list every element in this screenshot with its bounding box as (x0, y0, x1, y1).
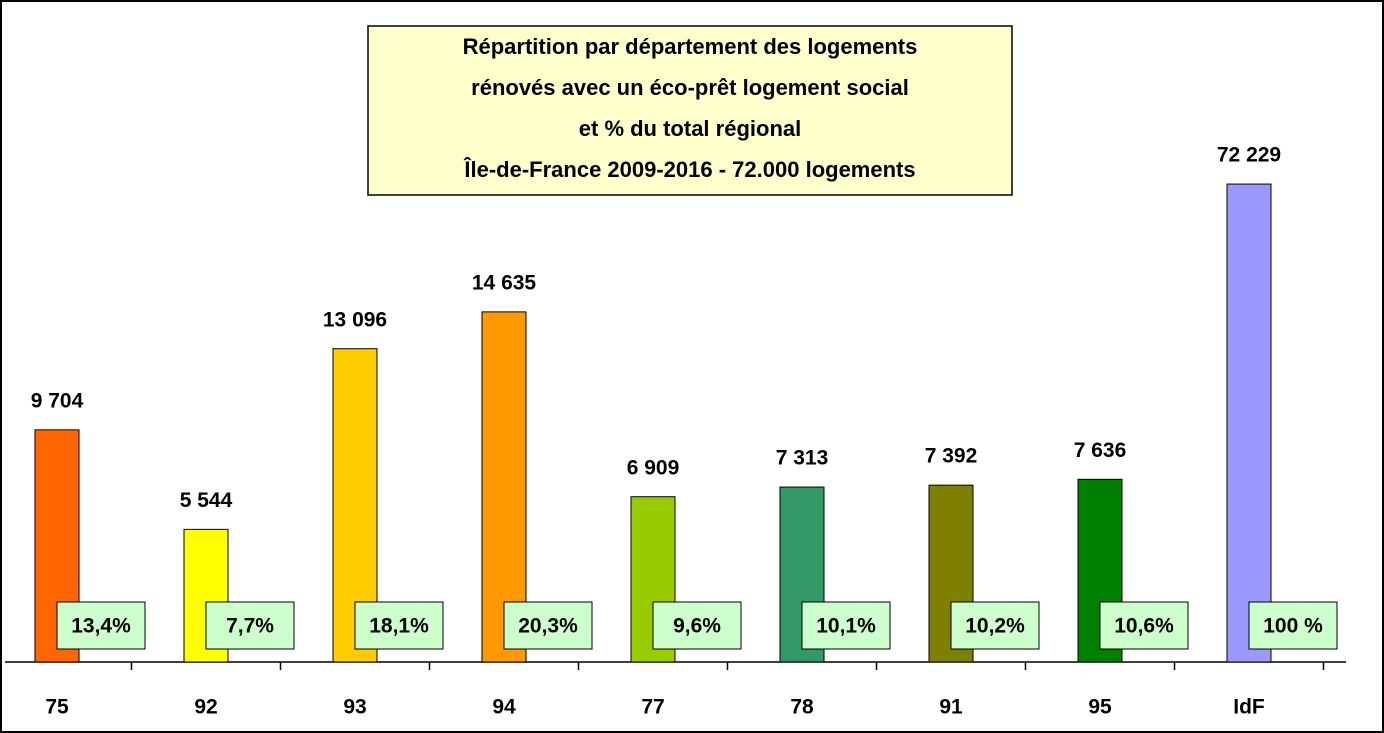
value-label: 72 229 (1217, 144, 1281, 167)
bar (1226, 183, 1272, 663)
value-label: 7 636 (1074, 439, 1127, 462)
chart-title: rénovés avec un éco-prêt logement social (471, 75, 909, 100)
share-box (652, 601, 742, 650)
x-tick-label: 93 (343, 696, 366, 719)
x-tick-label: 94 (492, 696, 516, 719)
title-box (367, 25, 1013, 196)
value-label: 7 392 (925, 445, 978, 468)
x-tick-label: 78 (790, 696, 814, 719)
share-label: 13,4% (71, 615, 131, 638)
share-box (56, 601, 146, 650)
share-box (950, 601, 1040, 650)
x-tick-label: IdF (1233, 696, 1265, 719)
value-label: 5 544 (180, 489, 233, 512)
value-label: 6 909 (627, 456, 680, 479)
share-box (354, 601, 444, 650)
x-tick-label: 77 (641, 696, 664, 719)
share-box (1099, 601, 1189, 650)
share-label: 100 % (1263, 615, 1323, 638)
share-label: 7,7% (226, 615, 274, 638)
share-box (1248, 601, 1338, 650)
share-label: 10,6% (1114, 615, 1174, 638)
share-box (205, 601, 295, 650)
value-label: 9 704 (31, 389, 84, 412)
share-label: 9,6% (673, 615, 721, 638)
share-label: 10,2% (965, 615, 1025, 638)
x-tick-label: 91 (939, 696, 963, 719)
share-label: 18,1% (369, 615, 429, 638)
x-tick-label: 95 (1088, 696, 1112, 719)
value-label: 7 313 (776, 447, 829, 470)
share-label: 20,3% (518, 615, 578, 638)
share-box (801, 601, 891, 650)
value-label: 14 635 (472, 271, 537, 294)
x-tick-label: 92 (194, 696, 217, 719)
chart-title: Île-de-France 2009-2016 - 72.000 logemen… (463, 157, 915, 182)
chart-title: et % du total régional (579, 116, 801, 141)
chart-title: Répartition par département des logement… (463, 34, 918, 59)
share-box (503, 601, 593, 650)
x-tick-label: 75 (45, 696, 69, 719)
value-label: 13 096 (323, 308, 387, 331)
share-label: 10,1% (816, 615, 876, 638)
